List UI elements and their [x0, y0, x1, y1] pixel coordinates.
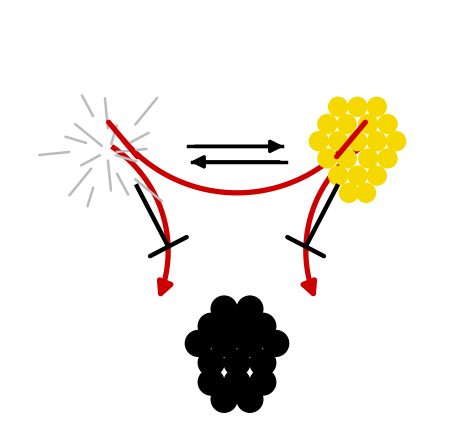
Circle shape: [211, 386, 237, 412]
Circle shape: [250, 369, 276, 395]
Circle shape: [367, 132, 386, 151]
Circle shape: [328, 97, 347, 116]
Circle shape: [318, 115, 337, 133]
Circle shape: [237, 386, 263, 412]
Circle shape: [224, 350, 250, 376]
Circle shape: [198, 350, 224, 376]
Circle shape: [387, 132, 406, 151]
Circle shape: [328, 132, 347, 151]
Circle shape: [337, 149, 356, 168]
Circle shape: [356, 183, 375, 202]
Circle shape: [367, 97, 386, 116]
Circle shape: [309, 132, 328, 151]
Circle shape: [359, 115, 378, 133]
Circle shape: [263, 330, 289, 356]
Circle shape: [211, 296, 237, 322]
Circle shape: [378, 115, 397, 133]
Circle shape: [224, 313, 250, 339]
Circle shape: [367, 166, 386, 185]
Circle shape: [198, 369, 224, 395]
Circle shape: [348, 97, 367, 116]
Circle shape: [250, 350, 276, 376]
Circle shape: [339, 183, 358, 202]
Circle shape: [224, 369, 250, 395]
Circle shape: [378, 149, 397, 168]
Circle shape: [237, 296, 263, 322]
Circle shape: [348, 132, 367, 151]
Circle shape: [211, 330, 237, 356]
Circle shape: [337, 115, 356, 133]
Circle shape: [198, 313, 224, 339]
Circle shape: [237, 330, 263, 356]
Circle shape: [348, 166, 367, 185]
Circle shape: [185, 330, 211, 356]
Circle shape: [359, 149, 378, 168]
Circle shape: [250, 313, 276, 339]
Circle shape: [328, 166, 347, 185]
Circle shape: [318, 149, 337, 168]
